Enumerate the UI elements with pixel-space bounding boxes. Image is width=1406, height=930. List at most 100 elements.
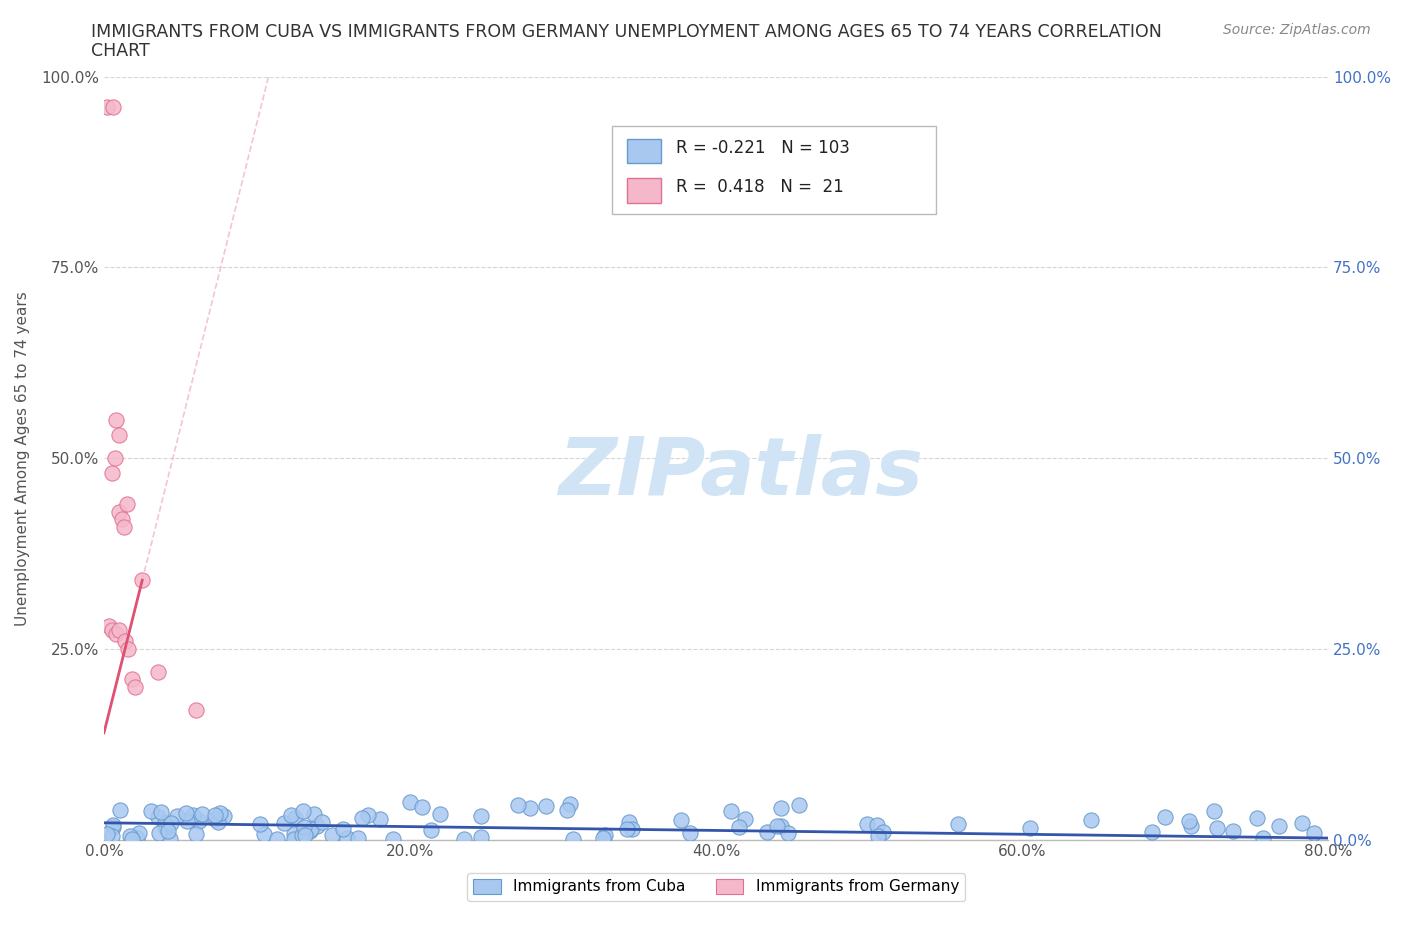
Point	[1202, 804, 1225, 819]
Text: Source: ZipAtlas.com: Source: ZipAtlas.com	[1223, 23, 1371, 37]
Point	[104, 451, 127, 466]
Point	[1140, 825, 1163, 840]
Point	[1180, 818, 1202, 833]
Point	[789, 797, 811, 812]
Point	[292, 819, 315, 834]
Point	[720, 804, 742, 819]
Point	[769, 801, 792, 816]
Text: CHART: CHART	[91, 42, 150, 60]
Point	[207, 815, 229, 830]
Point	[855, 817, 877, 831]
Text: IMMIGRANTS FROM CUBA VS IMMIGRANTS FROM GERMANY UNEMPLOYMENT AMONG AGES 65 TO 74: IMMIGRANTS FROM CUBA VS IMMIGRANTS FROM …	[91, 23, 1163, 41]
Point	[120, 828, 142, 843]
Point	[160, 816, 183, 830]
Point	[110, 803, 132, 817]
Point	[204, 808, 226, 823]
Point	[778, 825, 800, 840]
Point	[332, 822, 354, 837]
Point	[249, 817, 271, 831]
Point	[368, 812, 391, 827]
Point	[159, 832, 181, 847]
Point	[619, 815, 641, 830]
Point	[97, 618, 120, 633]
Point	[108, 622, 131, 637]
Point	[100, 622, 122, 637]
Point	[727, 820, 749, 835]
Point	[108, 504, 131, 519]
Point	[620, 822, 643, 837]
Point	[311, 814, 333, 829]
Point	[470, 809, 492, 824]
FancyBboxPatch shape	[612, 126, 936, 214]
Point	[174, 805, 197, 820]
Y-axis label: Unemployment Among Ages 65 to 74 years: Unemployment Among Ages 65 to 74 years	[15, 291, 30, 626]
Point	[101, 829, 124, 844]
Point	[470, 830, 492, 844]
Point	[765, 818, 787, 833]
Point	[209, 806, 232, 821]
Point	[1291, 815, 1313, 830]
Point	[100, 466, 122, 481]
Text: R =  0.418   N =  21: R = 0.418 N = 21	[676, 179, 844, 196]
Point	[519, 801, 541, 816]
Point	[866, 817, 889, 832]
Point	[302, 806, 325, 821]
Point	[266, 831, 288, 846]
Point	[671, 812, 693, 827]
Point	[1019, 820, 1042, 835]
Legend: Immigrants from Cuba, Immigrants from Germany: Immigrants from Cuba, Immigrants from Ge…	[467, 873, 965, 900]
Point	[352, 811, 374, 826]
Point	[299, 821, 322, 836]
Point	[155, 819, 177, 834]
Point	[294, 828, 316, 843]
Point	[96, 827, 118, 842]
Point	[1222, 824, 1244, 839]
Point	[146, 810, 169, 825]
FancyBboxPatch shape	[627, 139, 661, 163]
Point	[946, 817, 969, 831]
Point	[139, 804, 162, 818]
Point	[866, 828, 889, 843]
Point	[121, 831, 143, 846]
Point	[101, 100, 124, 114]
Point	[284, 810, 307, 825]
Point	[105, 626, 128, 641]
Point	[411, 799, 433, 814]
Point	[872, 824, 894, 839]
Point	[534, 799, 557, 814]
Point	[101, 818, 124, 833]
Point	[734, 812, 756, 827]
Point	[124, 680, 146, 695]
Point	[679, 826, 702, 841]
Point	[114, 634, 136, 649]
Point	[420, 823, 443, 838]
Point	[561, 831, 583, 846]
Point	[115, 497, 138, 512]
Point	[1302, 826, 1324, 841]
Point	[181, 807, 204, 822]
Point	[103, 819, 125, 834]
Point	[558, 797, 581, 812]
Point	[146, 664, 169, 679]
Point	[273, 816, 295, 830]
Point	[253, 826, 276, 841]
Point	[283, 832, 305, 847]
Point	[1080, 812, 1102, 827]
Point	[176, 814, 198, 829]
Point	[291, 828, 314, 843]
Point	[121, 672, 143, 687]
Point	[148, 825, 170, 840]
Point	[453, 831, 475, 846]
Point	[593, 828, 616, 843]
Point	[108, 428, 131, 443]
Point	[184, 827, 207, 842]
Point	[153, 816, 176, 830]
Point	[184, 702, 207, 717]
Point	[131, 573, 153, 588]
Point	[1154, 809, 1177, 824]
Point	[429, 806, 451, 821]
Point	[770, 818, 793, 833]
FancyBboxPatch shape	[627, 179, 661, 203]
Point	[291, 804, 314, 818]
Point	[616, 821, 638, 836]
